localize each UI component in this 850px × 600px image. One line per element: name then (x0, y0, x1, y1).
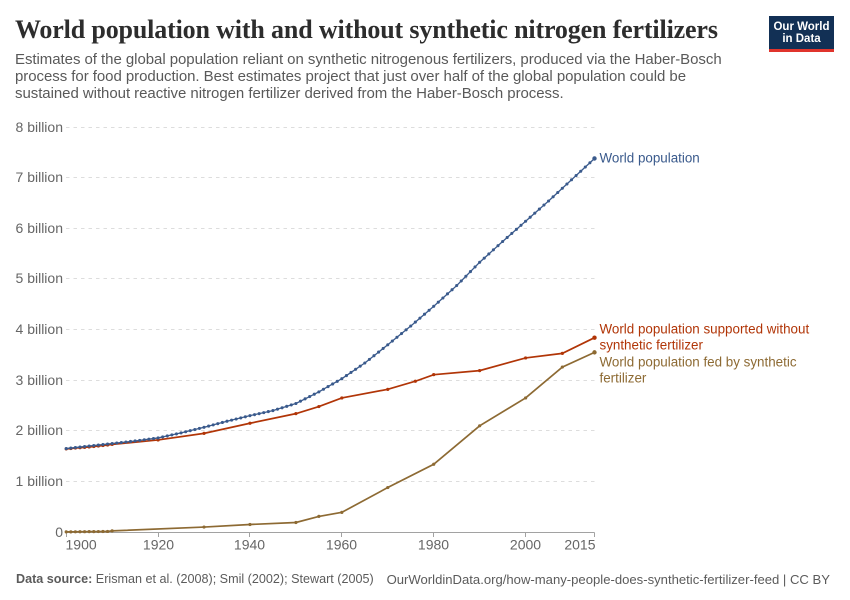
svg-text:6 billion: 6 billion (16, 220, 63, 236)
svg-text:synthetic fertilizer: synthetic fertilizer (600, 338, 704, 353)
svg-text:1980: 1980 (418, 537, 449, 553)
svg-text:1940: 1940 (234, 537, 265, 553)
svg-text:fertilizer: fertilizer (600, 371, 647, 386)
svg-text:World population supported wit: World population supported without (600, 322, 810, 337)
svg-text:1900: 1900 (66, 537, 97, 553)
svg-text:World population fed by synthe: World population fed by synthetic (600, 355, 797, 370)
svg-text:5 billion: 5 billion (16, 270, 63, 286)
svg-text:2015: 2015 (564, 537, 595, 553)
svg-text:1960: 1960 (326, 537, 357, 553)
svg-text:World population: World population (600, 151, 700, 166)
svg-text:4 billion: 4 billion (16, 321, 63, 337)
svg-text:1920: 1920 (143, 537, 174, 553)
svg-text:8 billion: 8 billion (16, 119, 63, 135)
svg-text:1 billion: 1 billion (16, 473, 63, 489)
svg-text:2000: 2000 (510, 537, 541, 553)
svg-text:7 billion: 7 billion (16, 169, 63, 185)
svg-text:3 billion: 3 billion (16, 372, 63, 388)
svg-text:0: 0 (55, 524, 63, 540)
svg-text:2 billion: 2 billion (16, 422, 63, 438)
